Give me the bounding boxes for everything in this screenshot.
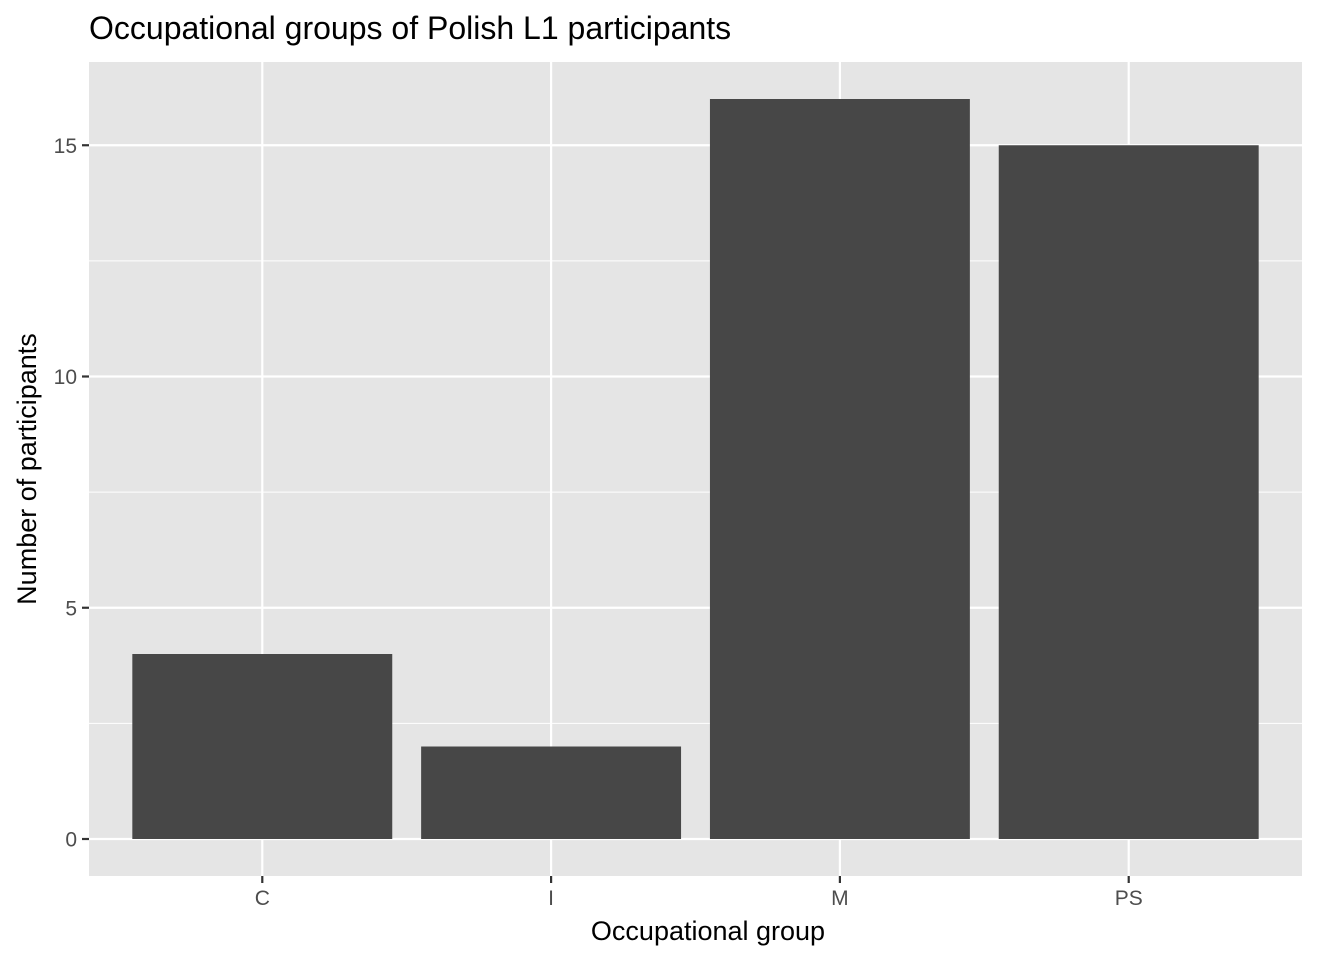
bar-ps [998, 145, 1259, 839]
y-tick-label: 10 [54, 366, 77, 389]
bar-i [421, 746, 682, 839]
y-tick-label: 5 [65, 597, 77, 620]
x-tick-label: C [255, 887, 270, 910]
chart-title: Occupational groups of Polish L1 partici… [89, 10, 731, 46]
y-axis: 0 5 10 15 [54, 135, 89, 852]
x-tick-label: PS [1115, 887, 1143, 910]
bars [132, 99, 1259, 839]
x-axis: C I M PS [255, 876, 1143, 910]
x-axis-title: Occupational group [591, 916, 825, 946]
bar-m [709, 99, 970, 839]
x-tick-label: I [548, 887, 554, 910]
y-axis-title: Number of participants [12, 333, 42, 605]
y-tick-label: 15 [54, 135, 77, 158]
bar-c [132, 654, 393, 839]
x-tick-label: M [831, 887, 849, 910]
y-tick-label: 0 [65, 829, 77, 852]
